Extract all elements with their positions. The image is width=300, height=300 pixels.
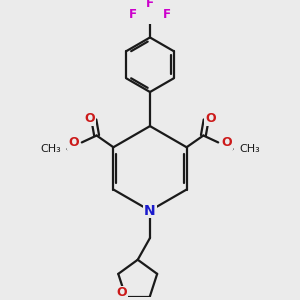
Text: O: O (85, 112, 95, 125)
Text: O: O (221, 136, 232, 149)
Text: N: N (144, 204, 156, 218)
Text: O: O (117, 286, 127, 299)
Text: CH₃: CH₃ (40, 144, 61, 154)
Text: CH₃: CH₃ (239, 144, 260, 154)
Text: F: F (129, 8, 137, 21)
Text: O: O (205, 112, 215, 125)
Text: F: F (146, 0, 154, 10)
Text: O: O (68, 136, 79, 149)
Text: F: F (163, 8, 171, 21)
